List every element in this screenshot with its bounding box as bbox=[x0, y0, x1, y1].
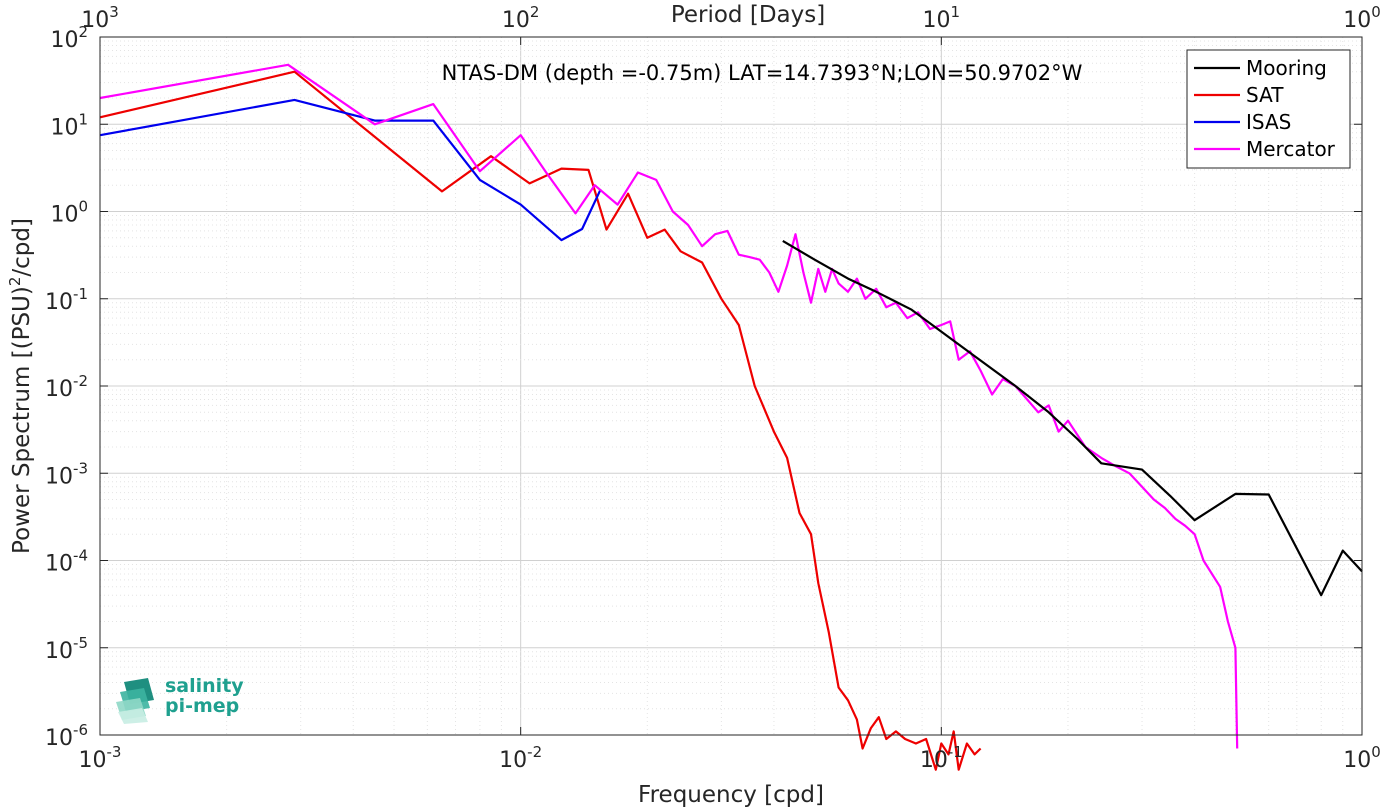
y-tick-label-base: 10 bbox=[45, 726, 73, 751]
y-tick-label: 10-3 bbox=[45, 459, 88, 489]
y-tick-label: 10-4 bbox=[45, 547, 88, 577]
top-tick-label-base: 10 bbox=[1343, 8, 1371, 33]
y-tick-label: 102 bbox=[50, 23, 88, 53]
y-tick-label-exp: 2 bbox=[78, 23, 88, 41]
x-tick-label-exp: -2 bbox=[527, 743, 542, 761]
top-tick-label-exp: 3 bbox=[109, 3, 119, 21]
top-tick-label-base: 10 bbox=[923, 8, 951, 33]
series-line-mooring bbox=[782, 239, 1363, 597]
y-axis-title-tail: /cpd] bbox=[9, 218, 35, 277]
series-layer bbox=[99, 63, 1363, 771]
top-tick-label-exp: 0 bbox=[1371, 3, 1381, 21]
top-tick-label-exp: 1 bbox=[951, 3, 961, 21]
top-tick-label: 101 bbox=[923, 3, 961, 33]
y-tick-label-base: 10 bbox=[50, 203, 78, 228]
y-tick-label: 101 bbox=[50, 110, 88, 140]
top-tick-label: 102 bbox=[502, 3, 540, 33]
series-line-sat bbox=[99, 70, 982, 771]
x-tick-label-exp: -3 bbox=[107, 743, 122, 761]
x-tick-label: 10-3 bbox=[79, 743, 122, 773]
top-tick-label: 103 bbox=[81, 3, 119, 33]
x-tick-label-base: 10 bbox=[499, 748, 527, 773]
x-tick-label: 10-2 bbox=[499, 743, 542, 773]
x-tick-label-base: 10 bbox=[920, 748, 948, 773]
legend-label-isas: ISAS bbox=[1246, 110, 1291, 134]
y-tick-label-exp: -2 bbox=[73, 372, 88, 390]
y-tick-label: 10-1 bbox=[45, 285, 88, 315]
x-tick-label-exp: 0 bbox=[1371, 743, 1381, 761]
y-axis-title-sup: 2 bbox=[6, 277, 24, 287]
y-tick-label-exp: -5 bbox=[73, 634, 88, 652]
y-tick-label: 10-6 bbox=[45, 721, 88, 751]
series-line-isas bbox=[99, 98, 602, 242]
y-tick-label-exp: 0 bbox=[78, 198, 88, 216]
x-tick-label-exp: -1 bbox=[948, 743, 963, 761]
y-tick-label-base: 10 bbox=[45, 639, 73, 664]
legend-label-mooring: Mooring bbox=[1246, 56, 1327, 80]
legend: Mooring SAT ISAS Mercator bbox=[1186, 49, 1351, 169]
y-tick-label-base: 10 bbox=[45, 290, 73, 315]
y-tick-label-base: 10 bbox=[50, 115, 78, 140]
top-tick-label: 100 bbox=[1343, 3, 1381, 33]
logo: salinity pi-mep bbox=[116, 675, 244, 724]
y-axis-title: Power Spectrum [(PSU)2/cpd] bbox=[6, 218, 35, 554]
legend-label-mercator: Mercator bbox=[1246, 137, 1336, 161]
x-tick-label: 10-1 bbox=[920, 743, 963, 773]
x-tick-label: 100 bbox=[1343, 743, 1381, 773]
series-line-mercator bbox=[99, 63, 1239, 749]
y-tick-label-exp: 1 bbox=[78, 110, 88, 128]
y-tick-label: 100 bbox=[50, 198, 88, 228]
x-tick-label-base: 10 bbox=[79, 748, 107, 773]
chart-title: NTAS-DM (depth =-0.75m) LAT=14.7393°N;LO… bbox=[442, 61, 1083, 85]
y-tick-label-exp: -1 bbox=[73, 285, 88, 303]
x-axis-title: Frequency [cpd] bbox=[638, 782, 824, 808]
y-tick-label: 10-2 bbox=[45, 372, 88, 402]
top-tick-label-exp: 2 bbox=[530, 3, 540, 21]
y-tick-label-base: 10 bbox=[45, 377, 73, 402]
legend-label-sat: SAT bbox=[1246, 83, 1284, 107]
y-tick-label-exp: -6 bbox=[73, 721, 88, 739]
y-axis-title-main: Power Spectrum [(PSU) bbox=[9, 286, 35, 554]
y-tick-label: 10-5 bbox=[45, 634, 88, 664]
logo-text-line2: pi-mep bbox=[165, 695, 239, 717]
y-tick-label-base: 10 bbox=[45, 464, 73, 489]
top-axis-title: Period [Days] bbox=[671, 2, 825, 28]
logo-text-line1: salinity bbox=[165, 675, 244, 697]
top-tick-label-base: 10 bbox=[81, 8, 109, 33]
y-tick-label-base: 10 bbox=[50, 28, 78, 53]
top-tick-label-base: 10 bbox=[502, 8, 530, 33]
y-tick-label-exp: -3 bbox=[73, 459, 88, 477]
logo-mark bbox=[116, 678, 154, 724]
y-tick-label-exp: -4 bbox=[73, 547, 88, 565]
y-tick-label-base: 10 bbox=[45, 552, 73, 577]
x-tick-label-base: 10 bbox=[1343, 748, 1371, 773]
